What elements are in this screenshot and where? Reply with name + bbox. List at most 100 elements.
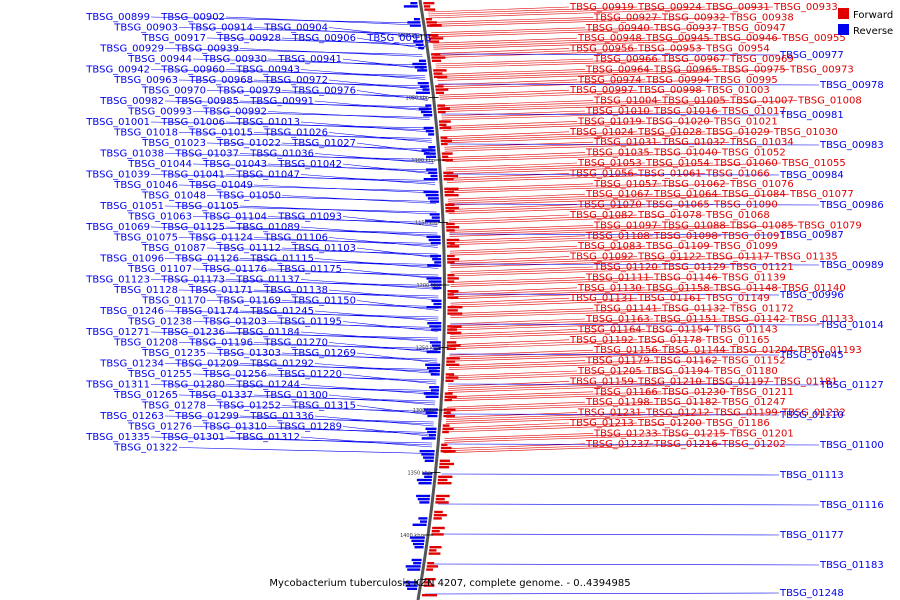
forward-gene-arrow bbox=[431, 56, 446, 59]
forward-gene-label-connector bbox=[434, 48, 638, 56]
forward-gene-label-connector bbox=[433, 37, 714, 48]
forward-gene-label: TBSG_01180 bbox=[713, 366, 778, 377]
forward-gene-label: TBSG_01139 bbox=[721, 272, 786, 283]
reverse-gene-arrow bbox=[430, 174, 438, 178]
reverse-gene-arrow bbox=[422, 88, 430, 91]
forward-gene-label-connector bbox=[443, 131, 570, 138]
reverse-gene-label: TBSG_01336 bbox=[249, 411, 314, 422]
reverse-gene-label: TBSG_01093 bbox=[277, 212, 342, 223]
forward-gene-label-connector bbox=[434, 48, 570, 54]
forward-gene-arrow bbox=[431, 53, 441, 56]
forward-gene-label: TBSG_01204 bbox=[729, 345, 794, 356]
reverse-gene-label-connector bbox=[206, 195, 437, 202]
forward-gene-label: TBSG_01140 bbox=[781, 283, 846, 294]
reverse-gene-label: TBSG_01006 bbox=[160, 117, 225, 128]
forward-gene-label-connector bbox=[449, 329, 646, 337]
reverse-gene-label-connector bbox=[150, 174, 435, 181]
reverse-gene-label-connector bbox=[314, 363, 437, 374]
reverse-gene-arrow bbox=[420, 520, 428, 523]
forward-gene-label-connector bbox=[444, 141, 662, 150]
forward-gene-arrow bbox=[447, 293, 454, 296]
forward-gene-label: TBSG_01061 bbox=[637, 168, 702, 179]
forward-gene-arrow bbox=[437, 104, 446, 107]
forward-gene-label: TBSG_00947 bbox=[721, 23, 786, 34]
forward-gene-arrow bbox=[429, 40, 440, 43]
reverse-gene-label-connector bbox=[342, 163, 435, 175]
reverse-gene-label-right-connector bbox=[441, 473, 780, 476]
forward-gene-label: TBSG_01210 bbox=[637, 376, 702, 387]
reverse-gene-arrow bbox=[425, 104, 432, 107]
forward-gene-label-connector bbox=[440, 100, 594, 106]
forward-gene-arrow bbox=[446, 344, 461, 347]
reverse-gene-label-connector bbox=[300, 174, 436, 185]
forward-gene-arrow bbox=[447, 309, 458, 312]
reverse-gene-arrow bbox=[421, 453, 435, 456]
forward-gene-label: TBSG_01182 bbox=[653, 397, 718, 408]
reverse-gene-label-connector bbox=[178, 237, 438, 244]
forward-gene-label-connector bbox=[447, 381, 638, 389]
forward-gene-label-connector bbox=[433, 37, 782, 50]
reverse-gene-label: TBSG_01001 bbox=[85, 117, 150, 128]
reverse-gene-label: TBSG_01244 bbox=[235, 380, 300, 391]
forward-gene-arrow bbox=[441, 152, 453, 155]
reverse-gene-label-connector bbox=[253, 342, 438, 351]
reverse-gene-label-right: TBSG_00978 bbox=[819, 80, 884, 91]
reverse-gene-label-connector bbox=[192, 216, 438, 223]
reverse-gene-arrow bbox=[425, 395, 439, 398]
reverse-gene-label-connector bbox=[225, 121, 431, 131]
reverse-gene-arrow bbox=[410, 2, 418, 5]
reverse-gene-arrow bbox=[415, 91, 430, 94]
forward-gene-arrow bbox=[437, 110, 446, 114]
reverse-gene-arrow bbox=[430, 283, 442, 286]
reverse-gene-label-connector bbox=[164, 310, 439, 318]
reverse-gene-label: TBSG_01256 bbox=[202, 369, 267, 380]
reverse-gene-arrow bbox=[430, 254, 442, 258]
forward-gene-label-connector bbox=[438, 79, 646, 88]
reverse-gene-label: TBSG_01112 bbox=[216, 243, 281, 254]
forward-gene-arrow bbox=[438, 475, 453, 478]
reverse-gene-label-connector bbox=[356, 37, 422, 49]
reverse-gene-label-connector bbox=[178, 342, 438, 349]
forward-gene-label: TBSG_01003 bbox=[705, 85, 770, 96]
reverse-gene-label: TBSG_01301 bbox=[160, 432, 225, 443]
reverse-gene-arrow bbox=[426, 168, 438, 171]
reverse-gene-label: TBSG_00899 bbox=[85, 12, 150, 23]
reverse-gene-arrow bbox=[421, 437, 436, 440]
reverse-gene-arrow bbox=[428, 238, 441, 242]
reverse-gene-label: TBSG_01044 bbox=[127, 159, 192, 170]
forward-gene-label: TBSG_01121 bbox=[729, 262, 794, 273]
forward-gene-label-connector bbox=[446, 401, 654, 410]
forward-gene-label: TBSG_01068 bbox=[705, 210, 770, 221]
forward-gene-label: TBSG_01163 bbox=[585, 314, 650, 325]
forward-gene-label-connector bbox=[450, 256, 570, 262]
kbp-tick-label: 1000 kbp bbox=[397, 33, 421, 39]
forward-legend-label: Forward bbox=[853, 10, 893, 21]
forward-gene-arrow bbox=[434, 510, 443, 514]
forward-gene-label-connector bbox=[445, 422, 570, 429]
reverse-gene-label: TBSG_01105 bbox=[174, 201, 239, 212]
reverse-gene-label-right-connector bbox=[446, 413, 780, 416]
reverse-gene-arrow bbox=[430, 389, 439, 392]
reverse-gene-label-connector bbox=[314, 415, 434, 427]
forward-gene-label: TBSG_01109 bbox=[645, 241, 710, 252]
forward-gene-label: TBSG_01230 bbox=[661, 387, 726, 398]
reverse-gene-arrow bbox=[432, 286, 442, 290]
reverse-gene-arrow bbox=[418, 482, 432, 485]
forward-gene-label: TBSG_01178 bbox=[637, 335, 702, 346]
forward-gene-arrow bbox=[439, 123, 447, 126]
reverse-gene-label: TBSG_01322 bbox=[113, 443, 178, 454]
forward-gene-label: TBSG_01067 bbox=[585, 189, 650, 200]
reverse-gene-label-connector bbox=[253, 79, 427, 89]
forward-gene-label: TBSG_01146 bbox=[653, 272, 718, 283]
reverse-gene-arrow bbox=[425, 363, 441, 366]
forward-gene-label-connector bbox=[444, 131, 774, 144]
forward-gene-label-connector bbox=[449, 225, 730, 235]
forward-gene-arrow bbox=[439, 462, 455, 466]
forward-gene-label-connector bbox=[450, 308, 730, 318]
forward-legend-swatch bbox=[838, 8, 849, 19]
forward-gene-label-connector bbox=[446, 412, 578, 418]
reverse-gene-arrow bbox=[422, 472, 433, 475]
forward-gene-label-connector bbox=[448, 193, 722, 204]
forward-gene-label: TBSG_00932 bbox=[661, 12, 726, 23]
forward-gene-label: TBSG_01200 bbox=[637, 418, 702, 429]
